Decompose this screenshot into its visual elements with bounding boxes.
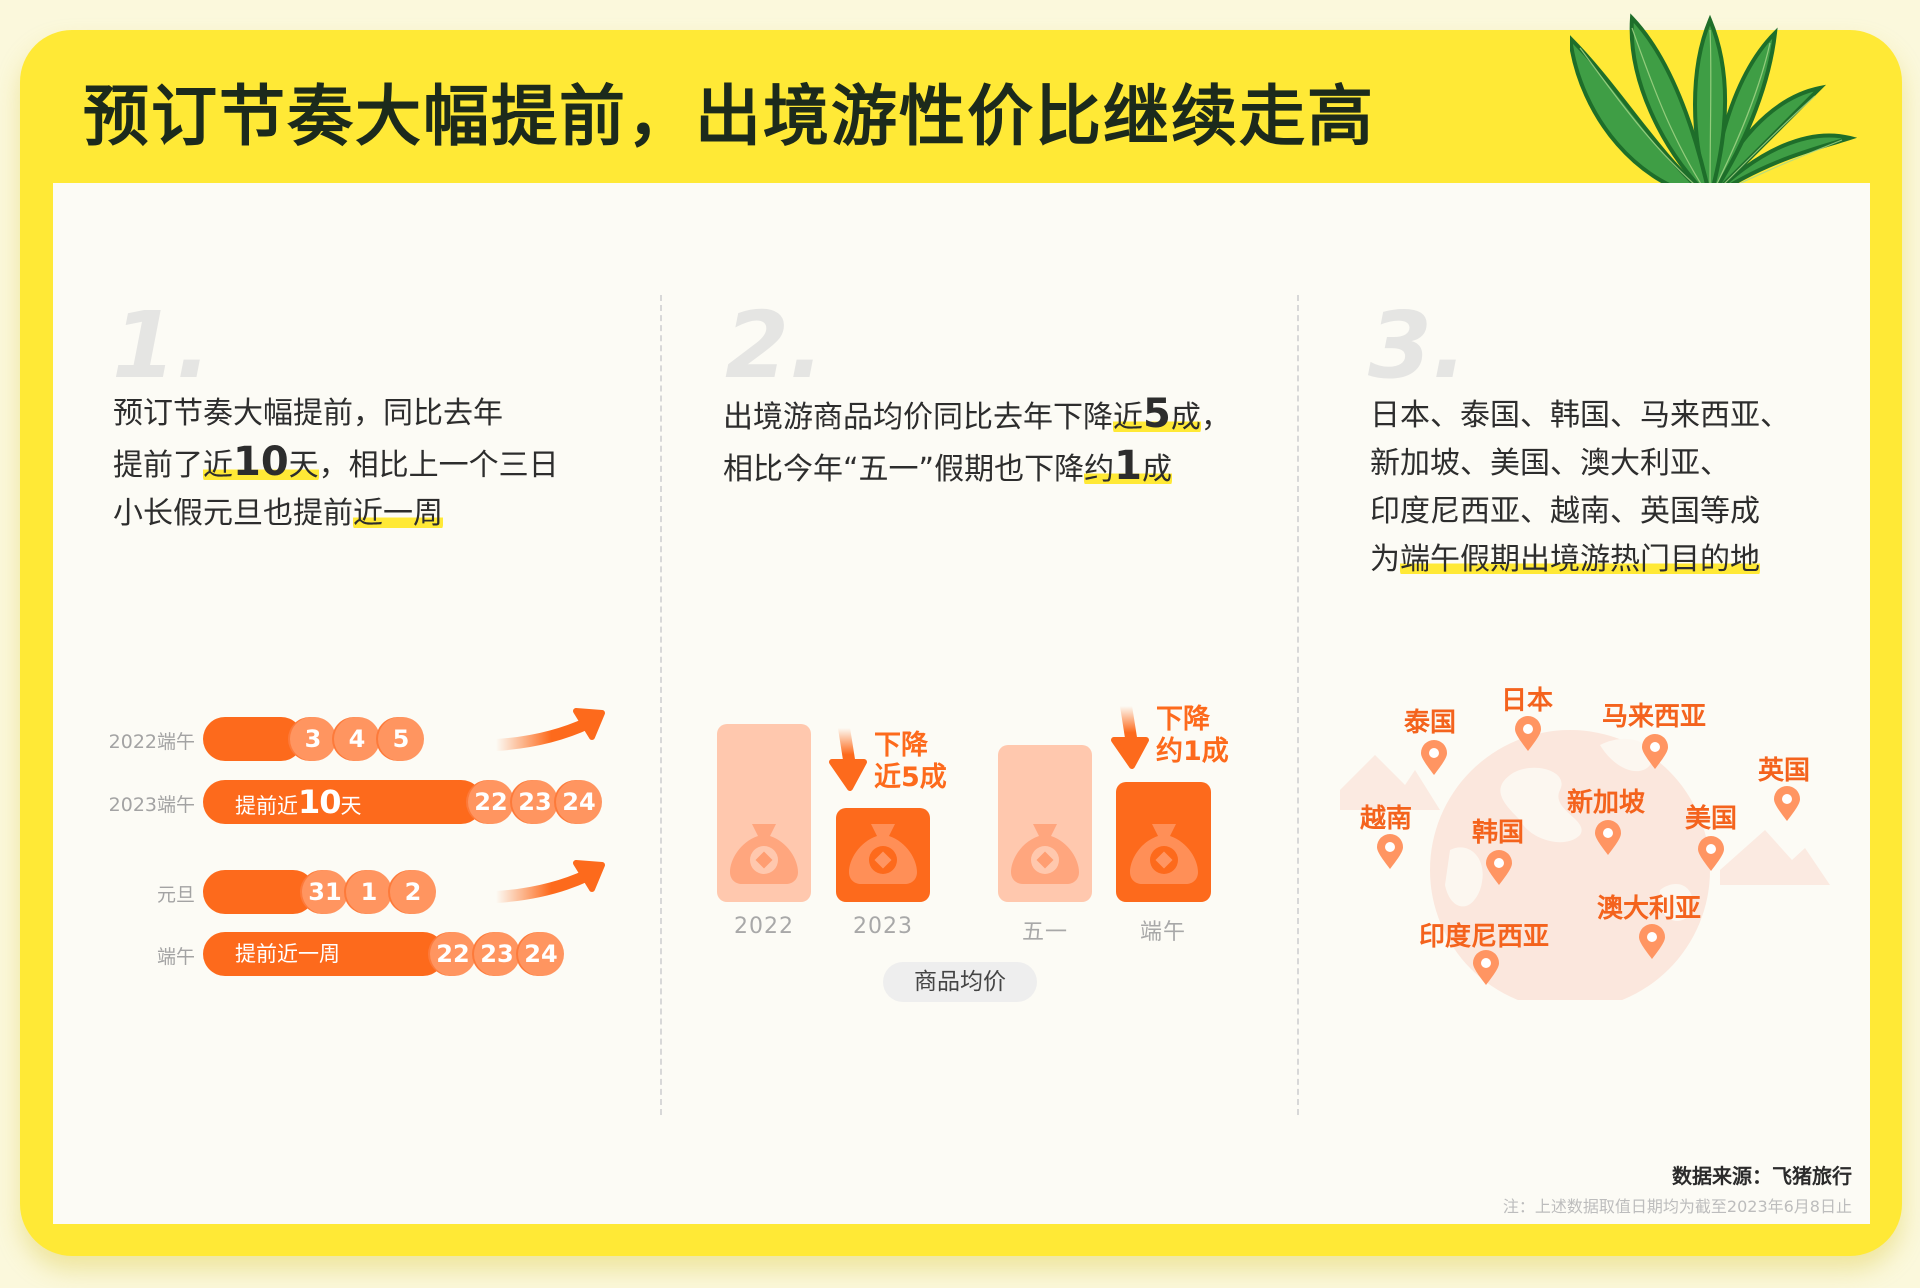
location-pin-icon (1642, 734, 1668, 769)
date-chip: 2 (390, 870, 436, 914)
highlight: 近5成 (1113, 391, 1201, 437)
arrow-up-right-icon (490, 708, 605, 751)
chart-caption-badge: 商品均价 (883, 962, 1037, 1002)
date-chip: 1 (346, 870, 392, 914)
location-pin-icon (1421, 740, 1447, 775)
bar-duanwu (1116, 782, 1211, 902)
section-number-3: 3. (1368, 292, 1467, 399)
location-pin-icon (1595, 820, 1621, 855)
location-pin-icon (1774, 786, 1800, 821)
arrow-down-icon (1111, 700, 1149, 769)
arrow-up-right-icon (490, 860, 605, 903)
location-pin-icon (1698, 836, 1724, 871)
date-chip: 22 (430, 932, 476, 976)
date-chip: 24 (556, 780, 602, 824)
city-label-uk: 英国 (1758, 756, 1811, 786)
section-number-1: 1. (112, 292, 211, 399)
x-label: 端午 (1139, 920, 1186, 945)
money-bag-icon (730, 824, 798, 884)
highlight: 约1成 (1084, 443, 1172, 489)
divider-2 (1297, 295, 1299, 1115)
duration-pill-2023: 提前近10天 (203, 780, 483, 824)
money-bag-icon (849, 824, 917, 884)
date-chip: 31 (302, 870, 348, 914)
row-label-duanwu: 端午 (156, 946, 195, 968)
location-pin-icon (1377, 834, 1403, 869)
date-chip: 3 (290, 717, 336, 761)
date-chip: 5 (378, 717, 424, 761)
text-line: 提前了近10天，相比上一个三日 (113, 439, 559, 485)
text-line: 为端午假期出境游热门目的地 (1370, 542, 1760, 577)
date-chip: 23 (474, 932, 520, 976)
bar-2023 (836, 808, 930, 902)
divider-1 (660, 295, 662, 1115)
date-chip: 22 (468, 780, 514, 824)
money-bag-icon (1011, 824, 1079, 884)
duration-pill-yuandan (203, 870, 315, 914)
drop-label-1: 下降 近5成 (874, 730, 947, 793)
text-line: 小长假元旦也提前近一周 (113, 496, 443, 531)
duration-pill-2022 (203, 717, 303, 761)
text-line: 新加坡、美国、澳大利亚、 (1370, 446, 1730, 481)
bar-wuyi (998, 745, 1092, 902)
city-label-thailand: 泰国 (1404, 708, 1457, 738)
data-source: 数据来源：飞猪旅行 (1672, 1164, 1852, 1188)
city-label-malaysia: 马来西亚 (1602, 702, 1707, 732)
city-label-singapore: 新加坡 (1567, 788, 1646, 818)
city-label-vietnam: 越南 (1360, 804, 1413, 834)
text-line: 印度尼西亚、越南、英国等成 (1370, 494, 1760, 529)
date-chip: 4 (334, 717, 380, 761)
highlight: 近一周 (353, 496, 443, 531)
zongzi-leaf-icon (1570, 13, 1858, 205)
data-note: 注：上述数据取值日期均为截至2023年6月8日止 (1502, 1197, 1852, 1216)
row-label-2022: 2022端午 (108, 731, 195, 753)
date-chip: 23 (512, 780, 558, 824)
city-label-australia: 澳大利亚 (1597, 894, 1702, 924)
location-pin-icon (1515, 716, 1541, 751)
drop-label-2: 下降 约1成 (1156, 704, 1229, 767)
section2-text: 出境游商品均价同比去年下降近5成， 相比今年“五一”假期也下降约1成 (723, 390, 1231, 494)
x-label: 2022 (734, 914, 794, 939)
bar-2022 (717, 724, 811, 902)
arrow-down-icon (829, 722, 867, 791)
text-line: 相比今年“五一”假期也下降约1成 (723, 443, 1172, 489)
section1-text: 预订节奏大幅提前，同比去年 提前了近10天，相比上一个三日 小长假元旦也提前近一… (113, 390, 559, 538)
text-line: 日本、泰国、韩国、马来西亚、 (1370, 398, 1790, 433)
row-label-2023: 2023端午 (108, 794, 195, 816)
location-pin-icon (1473, 950, 1499, 985)
city-label-indonesia: 印度尼西亚 (1419, 922, 1550, 952)
text-line: 出境游商品均价同比去年下降近5成， (723, 391, 1231, 437)
date-chip: 24 (518, 932, 564, 976)
text-line: 预订节奏大幅提前，同比去年 (113, 396, 503, 431)
x-label: 五一 (1021, 920, 1068, 945)
money-bag-icon (1129, 824, 1198, 884)
city-label-usa: 美国 (1685, 804, 1738, 834)
section-number-2: 2. (725, 292, 824, 399)
x-label: 2023 (853, 914, 913, 939)
highlight: 端午假期出境游热门目的地 (1400, 542, 1760, 577)
highlight: 近10天 (203, 439, 319, 485)
city-label-korea: 韩国 (1472, 818, 1525, 848)
row-label-yuandan: 元旦 (156, 884, 195, 906)
duration-pill-duanwu: 提前近一周 (203, 932, 445, 976)
location-pin-icon (1639, 924, 1665, 959)
section3-text: 日本、泰国、韩国、马来西亚、 新加坡、美国、澳大利亚、 印度尼西亚、越南、英国等… (1370, 392, 1790, 584)
city-label-japan: 日本 (1501, 686, 1554, 716)
page-title: 预订节奏大幅提前，出境游性价比继续走高 (83, 78, 1375, 155)
location-pin-icon (1486, 850, 1512, 885)
content-panel (53, 183, 1870, 1224)
